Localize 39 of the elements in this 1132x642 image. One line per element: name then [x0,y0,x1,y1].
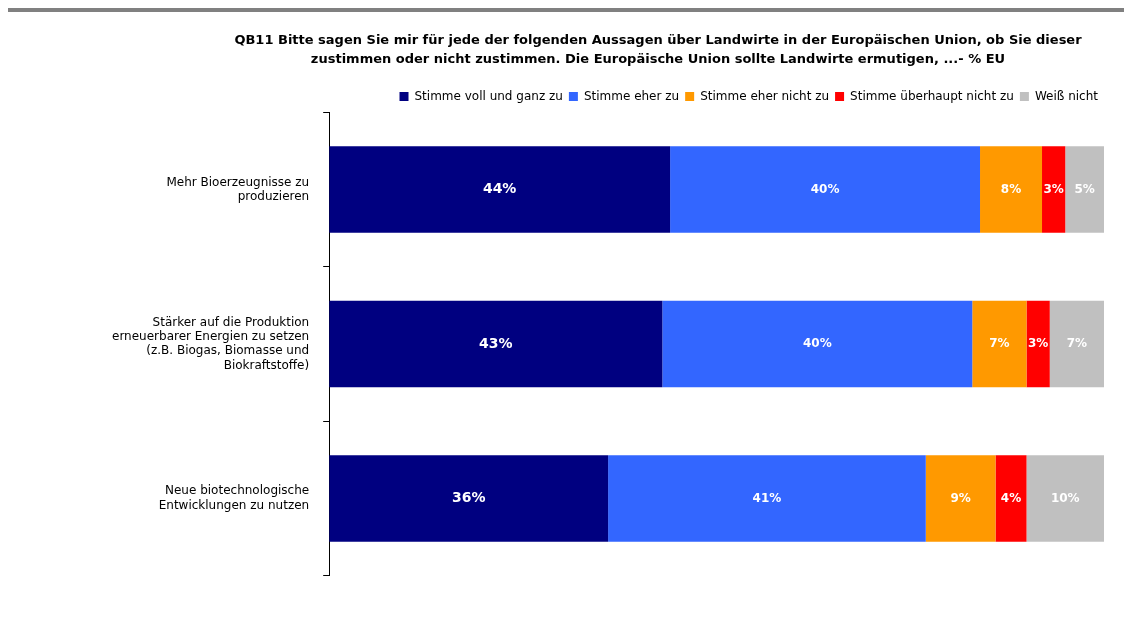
data-label: 5% [1074,181,1095,196]
legend-label: Stimme überhaupt nicht zu [850,88,1014,103]
bar [329,146,671,233]
data-label: 36% [451,489,486,506]
bar [1049,300,1104,388]
data-label: 8% [1000,181,1022,196]
data-label: 7% [989,336,1010,351]
bar [995,455,1027,542]
data-label: 9% [950,490,971,505]
bar [980,146,1043,233]
y-tick-label: Mehr Bioerzeugnisse zu produzieren [166,174,310,203]
data-label: 40% [802,336,832,351]
bar [329,455,609,542]
data-label: 3% [1043,181,1064,196]
bar [329,300,663,388]
data-label: 3% [1027,336,1049,351]
bar [608,455,926,542]
chart-title: QB11 Bitte sagen Sie mir für jede der folgenden Aussagen über Landwirte in der Europäischen Union, ob Sie dieser zustimmen oder nicht zustimmen. Die Europäische Union sollte Landwirte ermutigen, ...- % EU [233,31,1083,68]
y-tick-label: Stärker auf die Produktion erneuerbarer Energien zu setzen (z.B. Biogas, Biomasse und Biokraftstoffe) [111,314,310,372]
bar [662,300,973,388]
data-label: 10% [1050,490,1080,505]
bar [972,300,1027,388]
data-label: 41% [752,490,782,505]
bar [1026,300,1050,388]
bar [925,455,996,542]
y-tick-label: Neue biotechnologische Entwicklungen zu nutzen [158,483,310,512]
legend-label: Stimme voll und ganz zu [414,88,563,103]
data-label: 4% [1000,490,1022,505]
data-label: 40% [810,181,840,196]
legend-label: Stimme eher nicht zu [700,88,830,103]
legend-label: Weiß nicht [1034,88,1099,103]
legend-label: Stimme eher zu [583,88,680,103]
bar [1065,146,1104,233]
bar [1026,455,1104,542]
data-label: 44% [482,180,517,197]
bar [670,146,981,233]
data-label: 43% [479,334,513,351]
bar [1042,146,1066,233]
data-label: 7% [1066,336,1088,351]
